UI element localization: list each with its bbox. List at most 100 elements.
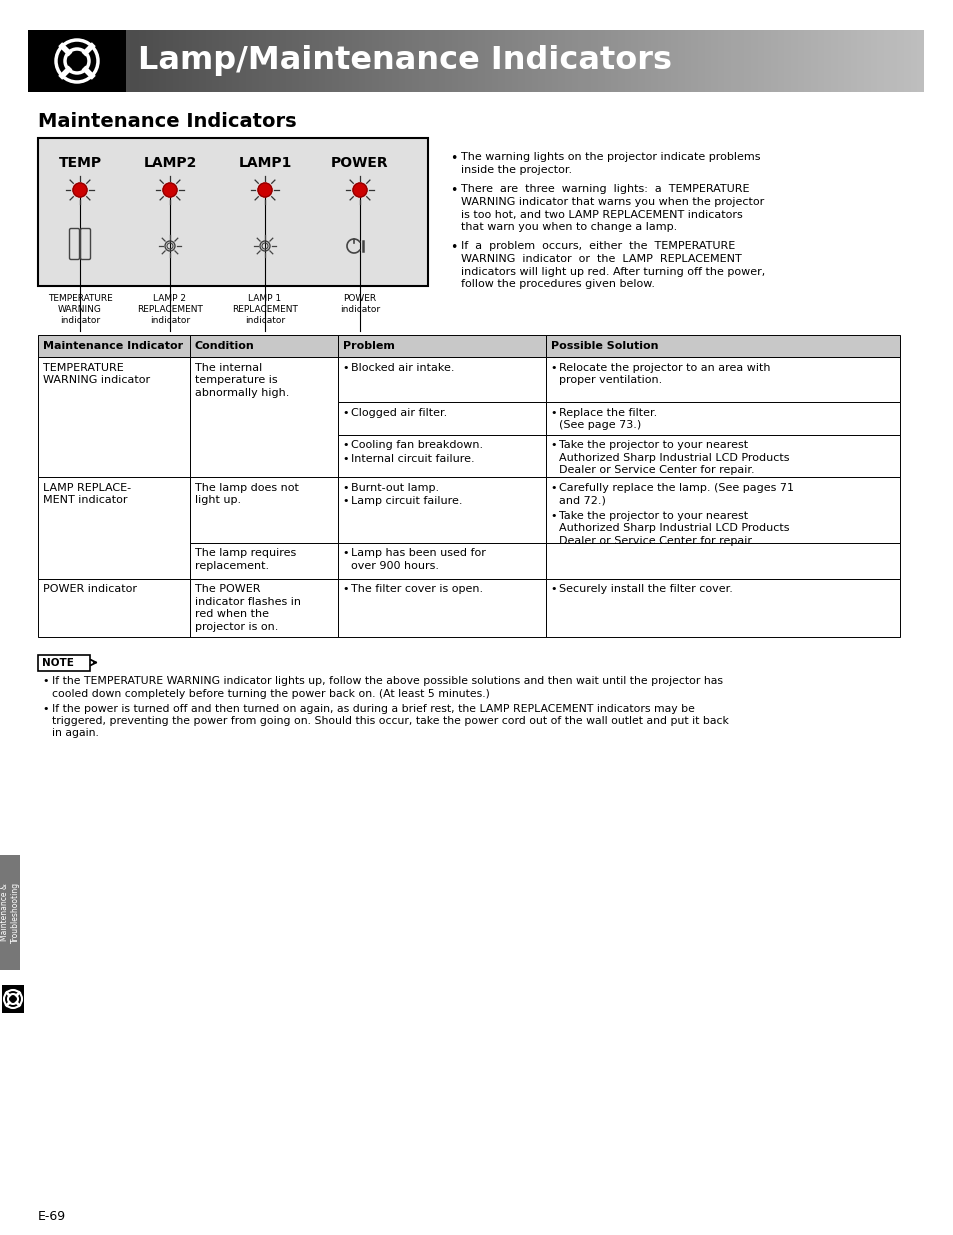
Text: The lamp requires
replacement.: The lamp requires replacement. — [194, 548, 296, 571]
Bar — [199, 30, 206, 91]
Text: POWER indicator: POWER indicator — [43, 584, 137, 594]
Bar — [810, 30, 818, 91]
Bar — [903, 30, 910, 91]
Text: Lamp circuit failure.: Lamp circuit failure. — [351, 496, 462, 506]
Bar — [591, 30, 598, 91]
Bar — [750, 30, 758, 91]
Text: •: • — [341, 441, 348, 451]
Bar — [337, 335, 545, 357]
Text: Maintenance &
Troubleshooting: Maintenance & Troubleshooting — [0, 882, 20, 944]
Bar — [285, 30, 293, 91]
Bar — [823, 30, 830, 91]
Bar — [770, 30, 778, 91]
Bar — [159, 30, 166, 91]
Bar — [398, 30, 405, 91]
Bar — [491, 30, 498, 91]
Bar — [571, 30, 578, 91]
Bar — [38, 477, 190, 578]
Bar — [857, 30, 863, 91]
Bar — [537, 30, 545, 91]
Bar — [704, 30, 711, 91]
Bar — [604, 30, 611, 91]
Text: Carefully replace the lamp. (See pages 71
and 72.): Carefully replace the lamp. (See pages 7… — [558, 483, 793, 505]
Bar — [545, 357, 899, 401]
Text: The lamp does not
light up.: The lamp does not light up. — [194, 483, 298, 505]
Bar — [651, 30, 658, 91]
Bar — [2, 986, 24, 1013]
Bar — [126, 30, 133, 91]
Bar — [598, 30, 604, 91]
Bar — [332, 30, 339, 91]
Text: The warning lights on the projector indicate problems
inside the projector.: The warning lights on the projector indi… — [460, 152, 760, 175]
Text: POWER
indicator: POWER indicator — [339, 294, 379, 314]
Bar — [551, 30, 558, 91]
Text: •: • — [341, 548, 348, 558]
Text: •: • — [450, 152, 456, 165]
Bar — [710, 30, 718, 91]
Text: Maintenance Indicator: Maintenance Indicator — [43, 341, 183, 351]
Bar — [425, 30, 432, 91]
Text: Relocate the projector to an area with
proper ventilation.: Relocate the projector to an area with p… — [558, 363, 770, 385]
Text: If the power is turned off and then turned on again, as during a brief rest, the: If the power is turned off and then turn… — [52, 704, 728, 739]
Text: Maintenance Indicators: Maintenance Indicators — [38, 112, 296, 131]
Text: TEMPERATURE
WARNING
indicator: TEMPERATURE WARNING indicator — [48, 294, 112, 325]
Circle shape — [353, 183, 367, 198]
Bar — [337, 578, 545, 636]
Bar — [678, 30, 684, 91]
Bar — [497, 30, 505, 91]
Bar — [797, 30, 804, 91]
Bar — [458, 30, 465, 91]
Bar — [531, 30, 538, 91]
Bar — [564, 30, 572, 91]
Bar — [38, 138, 428, 287]
Bar — [684, 30, 691, 91]
Text: •: • — [550, 584, 556, 594]
Bar — [830, 30, 837, 91]
Bar — [631, 30, 638, 91]
Bar — [478, 30, 485, 91]
Bar — [517, 30, 525, 91]
Bar — [917, 30, 923, 91]
Text: TEMP: TEMP — [58, 156, 101, 170]
Bar — [438, 30, 445, 91]
Text: Clogged air filter.: Clogged air filter. — [351, 408, 447, 417]
Bar — [850, 30, 857, 91]
Bar — [179, 30, 186, 91]
Text: •: • — [550, 363, 556, 373]
Bar — [418, 30, 425, 91]
Bar — [385, 30, 392, 91]
Bar — [392, 30, 398, 91]
Bar — [545, 401, 899, 435]
Bar — [372, 30, 378, 91]
Bar — [265, 30, 273, 91]
Bar — [405, 30, 412, 91]
Bar — [863, 30, 870, 91]
Bar — [325, 30, 333, 91]
Bar — [190, 542, 337, 578]
Text: NOTE: NOTE — [42, 657, 73, 667]
Text: The filter cover is open.: The filter cover is open. — [351, 584, 482, 594]
Text: If the TEMPERATURE WARNING indicator lights up, follow the above possible soluti: If the TEMPERATURE WARNING indicator lig… — [52, 677, 722, 699]
Bar — [803, 30, 811, 91]
Bar — [213, 30, 219, 91]
Text: •: • — [550, 483, 556, 493]
Text: Take the projector to your nearest
Authorized Sharp Industrial LCD Products
Deal: Take the projector to your nearest Autho… — [558, 511, 789, 546]
Text: Lamp has been used for
over 900 hours.: Lamp has been used for over 900 hours. — [351, 548, 485, 571]
Text: Blocked air intake.: Blocked air intake. — [351, 363, 454, 373]
Bar — [837, 30, 843, 91]
Text: POWER: POWER — [331, 156, 389, 170]
Text: Condition: Condition — [194, 341, 254, 351]
Text: The POWER
indicator flashes in
red when the
projector is on.: The POWER indicator flashes in red when … — [194, 584, 301, 631]
Bar — [618, 30, 624, 91]
Bar — [292, 30, 299, 91]
Bar — [584, 30, 592, 91]
Bar — [253, 30, 259, 91]
Text: E-69: E-69 — [38, 1210, 66, 1223]
Bar — [190, 335, 337, 357]
Bar — [412, 30, 418, 91]
Bar — [38, 655, 90, 671]
Bar — [817, 30, 824, 91]
Text: •: • — [341, 584, 348, 594]
Bar — [278, 30, 286, 91]
Bar — [38, 357, 190, 477]
